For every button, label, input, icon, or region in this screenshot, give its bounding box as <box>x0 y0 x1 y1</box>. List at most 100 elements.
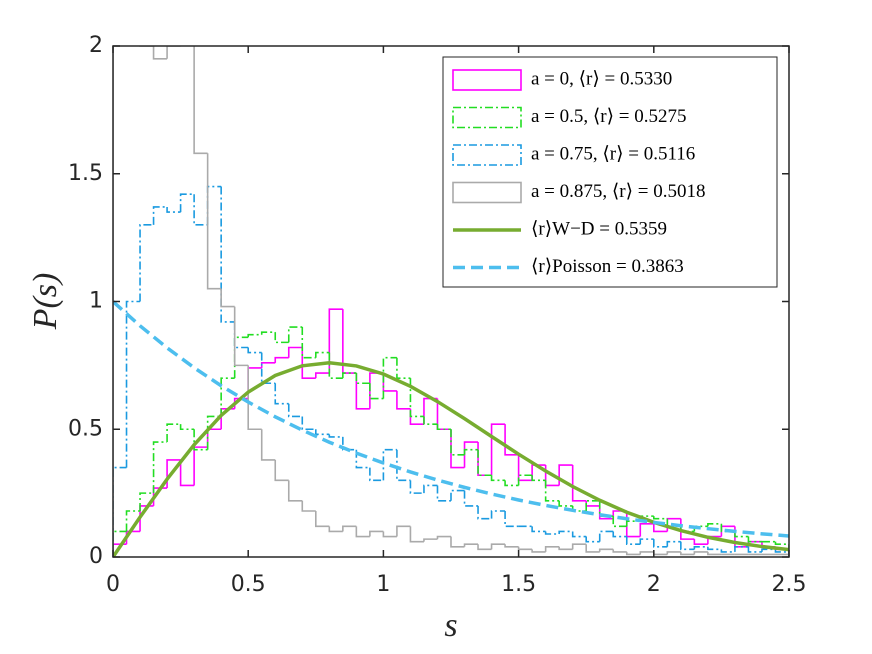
curve <box>113 361 789 557</box>
histogram-bin <box>558 546 573 551</box>
histogram-bin <box>761 548 776 552</box>
histogram-bin <box>734 545 749 552</box>
histogram-bin <box>139 492 154 512</box>
histogram-bin <box>598 500 614 517</box>
histogram-bin <box>544 545 560 552</box>
histogram-bin <box>531 549 546 553</box>
histogram-bin <box>666 540 681 547</box>
histogram-bin <box>436 424 451 431</box>
histogram-bin <box>477 544 492 551</box>
histogram-bin <box>369 467 384 482</box>
histogram-bin <box>612 549 627 553</box>
histogram-bin <box>409 526 424 543</box>
histogram-bin <box>274 383 289 405</box>
histogram-bin <box>220 288 235 308</box>
histogram-bin <box>274 459 289 482</box>
histogram-bin <box>193 429 208 451</box>
histogram-bin <box>274 356 289 363</box>
histogram-bin <box>220 186 235 323</box>
histogram-bin <box>166 46 181 59</box>
legend-label: ⟨r⟩W−D = 0.5359 <box>531 218 667 239</box>
histogram-bin <box>342 436 357 451</box>
legend-label: a = 0, ⟨r⟩ = 0.5330 <box>531 68 672 89</box>
histogram-bin <box>693 539 708 546</box>
histogram-bin <box>166 206 181 213</box>
plot-area <box>113 46 789 557</box>
histogram-bin <box>639 551 654 555</box>
histogram-bin <box>504 544 519 548</box>
histogram-bin <box>342 372 357 379</box>
histogram-bin <box>301 347 316 379</box>
legend-swatch <box>452 181 522 204</box>
legend-swatch <box>452 106 522 129</box>
histogram-bin <box>680 551 695 556</box>
histogram-bin <box>260 429 276 461</box>
histogram-bin <box>247 365 262 431</box>
histogram-bin <box>166 423 181 443</box>
histogram-bin <box>179 459 195 487</box>
histogram-bin <box>680 541 695 551</box>
histogram-bin <box>315 351 330 358</box>
histogram-bin <box>179 424 195 431</box>
histogram-bin <box>193 46 208 155</box>
histogram-bin <box>247 347 262 354</box>
histogram-bin <box>179 193 195 213</box>
x-tick-label: 0.5 <box>231 572 266 597</box>
histogram-bin <box>260 362 276 368</box>
histogram-bin <box>355 373 370 385</box>
histogram-bin <box>328 434 343 438</box>
x-tick-label: 0 <box>106 572 120 597</box>
histogram-bin <box>477 505 492 520</box>
histogram-bin <box>598 530 614 542</box>
histogram-bin <box>707 546 722 551</box>
y-tick-label: 1.5 <box>68 161 103 186</box>
histogram-bin <box>287 326 303 343</box>
legend-swatch <box>452 69 522 91</box>
legend-label: a = 0.5, ⟨r⟩ = 0.5275 <box>531 106 687 127</box>
histogram-bin <box>477 449 492 477</box>
histogram-bin <box>558 500 573 507</box>
histogram-bin <box>774 549 789 557</box>
x-axis-label: s <box>444 607 457 644</box>
histogram-bin <box>531 475 546 482</box>
histogram-bin <box>571 543 587 550</box>
histogram-bin <box>233 321 249 349</box>
histogram-bin <box>233 306 249 367</box>
histogram-bin <box>382 448 397 481</box>
histogram-bin <box>639 522 654 537</box>
histogram-bin <box>396 525 411 537</box>
histogram-bin <box>450 489 465 501</box>
histogram-bin <box>720 549 735 553</box>
histogram-bin <box>463 441 479 468</box>
histogram-bin <box>504 424 519 456</box>
histogram-bin <box>707 551 722 556</box>
legend-label: ⟨r⟩Poisson = 0.3863 <box>531 256 684 277</box>
histogram-bin <box>369 530 384 537</box>
histogram-bin <box>585 536 600 543</box>
histogram-bin <box>490 423 506 476</box>
histogram-bin <box>260 352 276 385</box>
histogram-bin <box>517 474 533 486</box>
histogram-bin <box>450 536 465 548</box>
histogram-bin <box>382 531 397 538</box>
histogram-bin <box>423 538 438 542</box>
histogram-bin <box>206 415 222 450</box>
histogram-bin <box>301 327 316 359</box>
x-tick-label: 2.5 <box>772 572 807 597</box>
histogram-bin <box>598 548 614 552</box>
histogram-bin <box>612 516 627 528</box>
histogram-bin <box>396 390 411 410</box>
histogram-bin <box>558 530 573 535</box>
histogram-bin <box>436 485 451 502</box>
histogram-bin <box>315 511 330 528</box>
histogram-bin <box>355 449 370 469</box>
histogram-bin <box>233 336 249 379</box>
histogram-bin <box>301 500 316 512</box>
histogram-bin <box>193 194 208 226</box>
histogram-bin <box>666 551 681 555</box>
x-tick-label: 1.5 <box>501 572 536 597</box>
histogram-bin <box>653 516 668 520</box>
histogram-bin <box>274 332 289 344</box>
y-tick-label: 1 <box>89 289 103 314</box>
